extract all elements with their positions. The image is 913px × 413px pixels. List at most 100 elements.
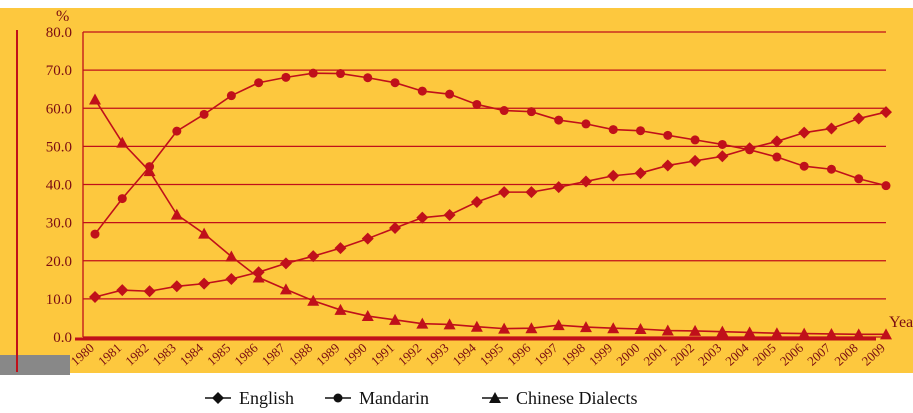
data-point-english (798, 126, 811, 139)
data-point-chinese-dialects (770, 327, 783, 339)
data-point-english (334, 242, 347, 255)
data-point-mandarin (826, 164, 836, 174)
data-point-chinese-dialects (279, 283, 292, 295)
data-point-mandarin (636, 126, 646, 136)
data-point-mandarin (663, 130, 673, 140)
data-point-chinese-dialects (689, 324, 702, 336)
data-point-english (607, 169, 620, 182)
y-tick-label: 70.0 (46, 63, 72, 79)
data-point-mandarin (117, 194, 127, 204)
series-chinese-dialects (89, 93, 892, 340)
data-point-chinese-dialects (198, 227, 211, 239)
data-point-chinese-dialects (579, 321, 592, 333)
data-point-chinese-dialects (389, 313, 402, 325)
legend-item-mandarin: Mandarin (325, 388, 429, 408)
data-point-english (880, 106, 892, 119)
y-tick-label: 50.0 (46, 139, 72, 155)
gridlines (75, 31, 886, 341)
data-point-chinese-dialects (498, 322, 511, 334)
x-axis-title: Year (889, 314, 913, 331)
data-point-mandarin (363, 73, 373, 83)
data-point-mandarin (199, 109, 209, 119)
series-line-chinese-dialects (94, 99, 886, 336)
data-point-english (198, 277, 211, 290)
data-point-mandarin (854, 174, 864, 184)
data-point-chinese-dialects (716, 325, 729, 337)
data-point-mandarin (554, 115, 564, 125)
data-point-chinese-dialects (852, 328, 865, 340)
y-tick-label: 10.0 (46, 292, 72, 308)
data-point-english (661, 159, 674, 172)
data-point-mandarin (417, 86, 427, 96)
y-tick-label: 80.0 (46, 25, 72, 41)
data-point-english (825, 122, 838, 135)
legend-label: Mandarin (359, 388, 429, 408)
data-point-chinese-dialects (880, 328, 892, 340)
data-point-english (552, 181, 565, 194)
data-point-english (170, 280, 183, 293)
data-point-mandarin (172, 126, 182, 136)
legend-marker (489, 392, 501, 403)
legend-marker (333, 393, 343, 403)
y-tick-label: 40.0 (46, 178, 72, 194)
data-point-chinese-dialects (170, 208, 183, 220)
data-point-chinese-dialects (661, 324, 674, 336)
data-point-mandarin (390, 78, 400, 88)
legend-item-chinese-dialects: Chinese Dialects (482, 388, 637, 408)
y-axis-ticks: 0.0 10.0 20.0 30.0 40.0 50.0 60.0 70.0 80.0 (46, 25, 72, 346)
series-line-mandarin (94, 72, 887, 235)
y-unit-label: % (56, 8, 69, 25)
left-shadow-band (0, 355, 70, 375)
data-point-english (416, 211, 429, 224)
y-tick-label: 0.0 (53, 330, 72, 346)
data-point-english (470, 196, 483, 209)
data-point-chinese-dialects (825, 327, 838, 339)
data-point-english (116, 284, 129, 297)
data-point-english (498, 186, 511, 199)
y-tick-label: 20.0 (46, 254, 72, 270)
data-point-english (852, 112, 865, 125)
data-point-mandarin (499, 106, 509, 116)
data-point-mandarin (335, 69, 345, 79)
series-mandarin (90, 68, 891, 239)
data-point-mandarin (90, 229, 100, 239)
data-point-mandarin (308, 68, 318, 78)
data-point-mandarin (445, 89, 455, 99)
data-point-english (143, 285, 156, 298)
data-point-english (225, 273, 238, 286)
data-point-english (579, 175, 592, 188)
data-point-chinese-dialects (225, 250, 238, 262)
data-point-chinese-dialects (307, 294, 320, 306)
data-point-english (89, 290, 101, 303)
data-point-chinese-dialects (525, 322, 538, 334)
data-point-chinese-dialects (334, 303, 347, 315)
data-point-english (389, 221, 402, 234)
data-point-mandarin (745, 145, 755, 155)
legend: English Mandarin Chinese Dialects (205, 388, 637, 408)
legend-marker (212, 392, 224, 404)
data-point-chinese-dialects (552, 319, 565, 331)
data-point-english (443, 209, 456, 221)
plot-background (0, 8, 913, 373)
data-point-chinese-dialects (607, 322, 620, 334)
data-point-chinese-dialects (89, 93, 101, 105)
data-point-english (770, 135, 783, 148)
data-point-english (634, 167, 647, 180)
data-point-mandarin (281, 72, 291, 82)
data-point-mandarin (717, 139, 727, 149)
series-group (89, 68, 892, 340)
data-point-chinese-dialects (798, 327, 811, 339)
data-point-chinese-dialects (743, 326, 756, 338)
y-tick-label: 30.0 (46, 216, 72, 232)
data-point-mandarin (772, 152, 782, 162)
data-point-english (716, 150, 729, 163)
legend-label: English (239, 388, 294, 408)
data-point-chinese-dialects (416, 317, 429, 329)
data-point-chinese-dialects (443, 318, 456, 330)
data-point-mandarin (472, 99, 482, 109)
data-point-mandarin (881, 181, 891, 191)
data-point-english (307, 250, 320, 263)
data-point-chinese-dialects (143, 165, 156, 177)
data-point-english (279, 257, 292, 270)
